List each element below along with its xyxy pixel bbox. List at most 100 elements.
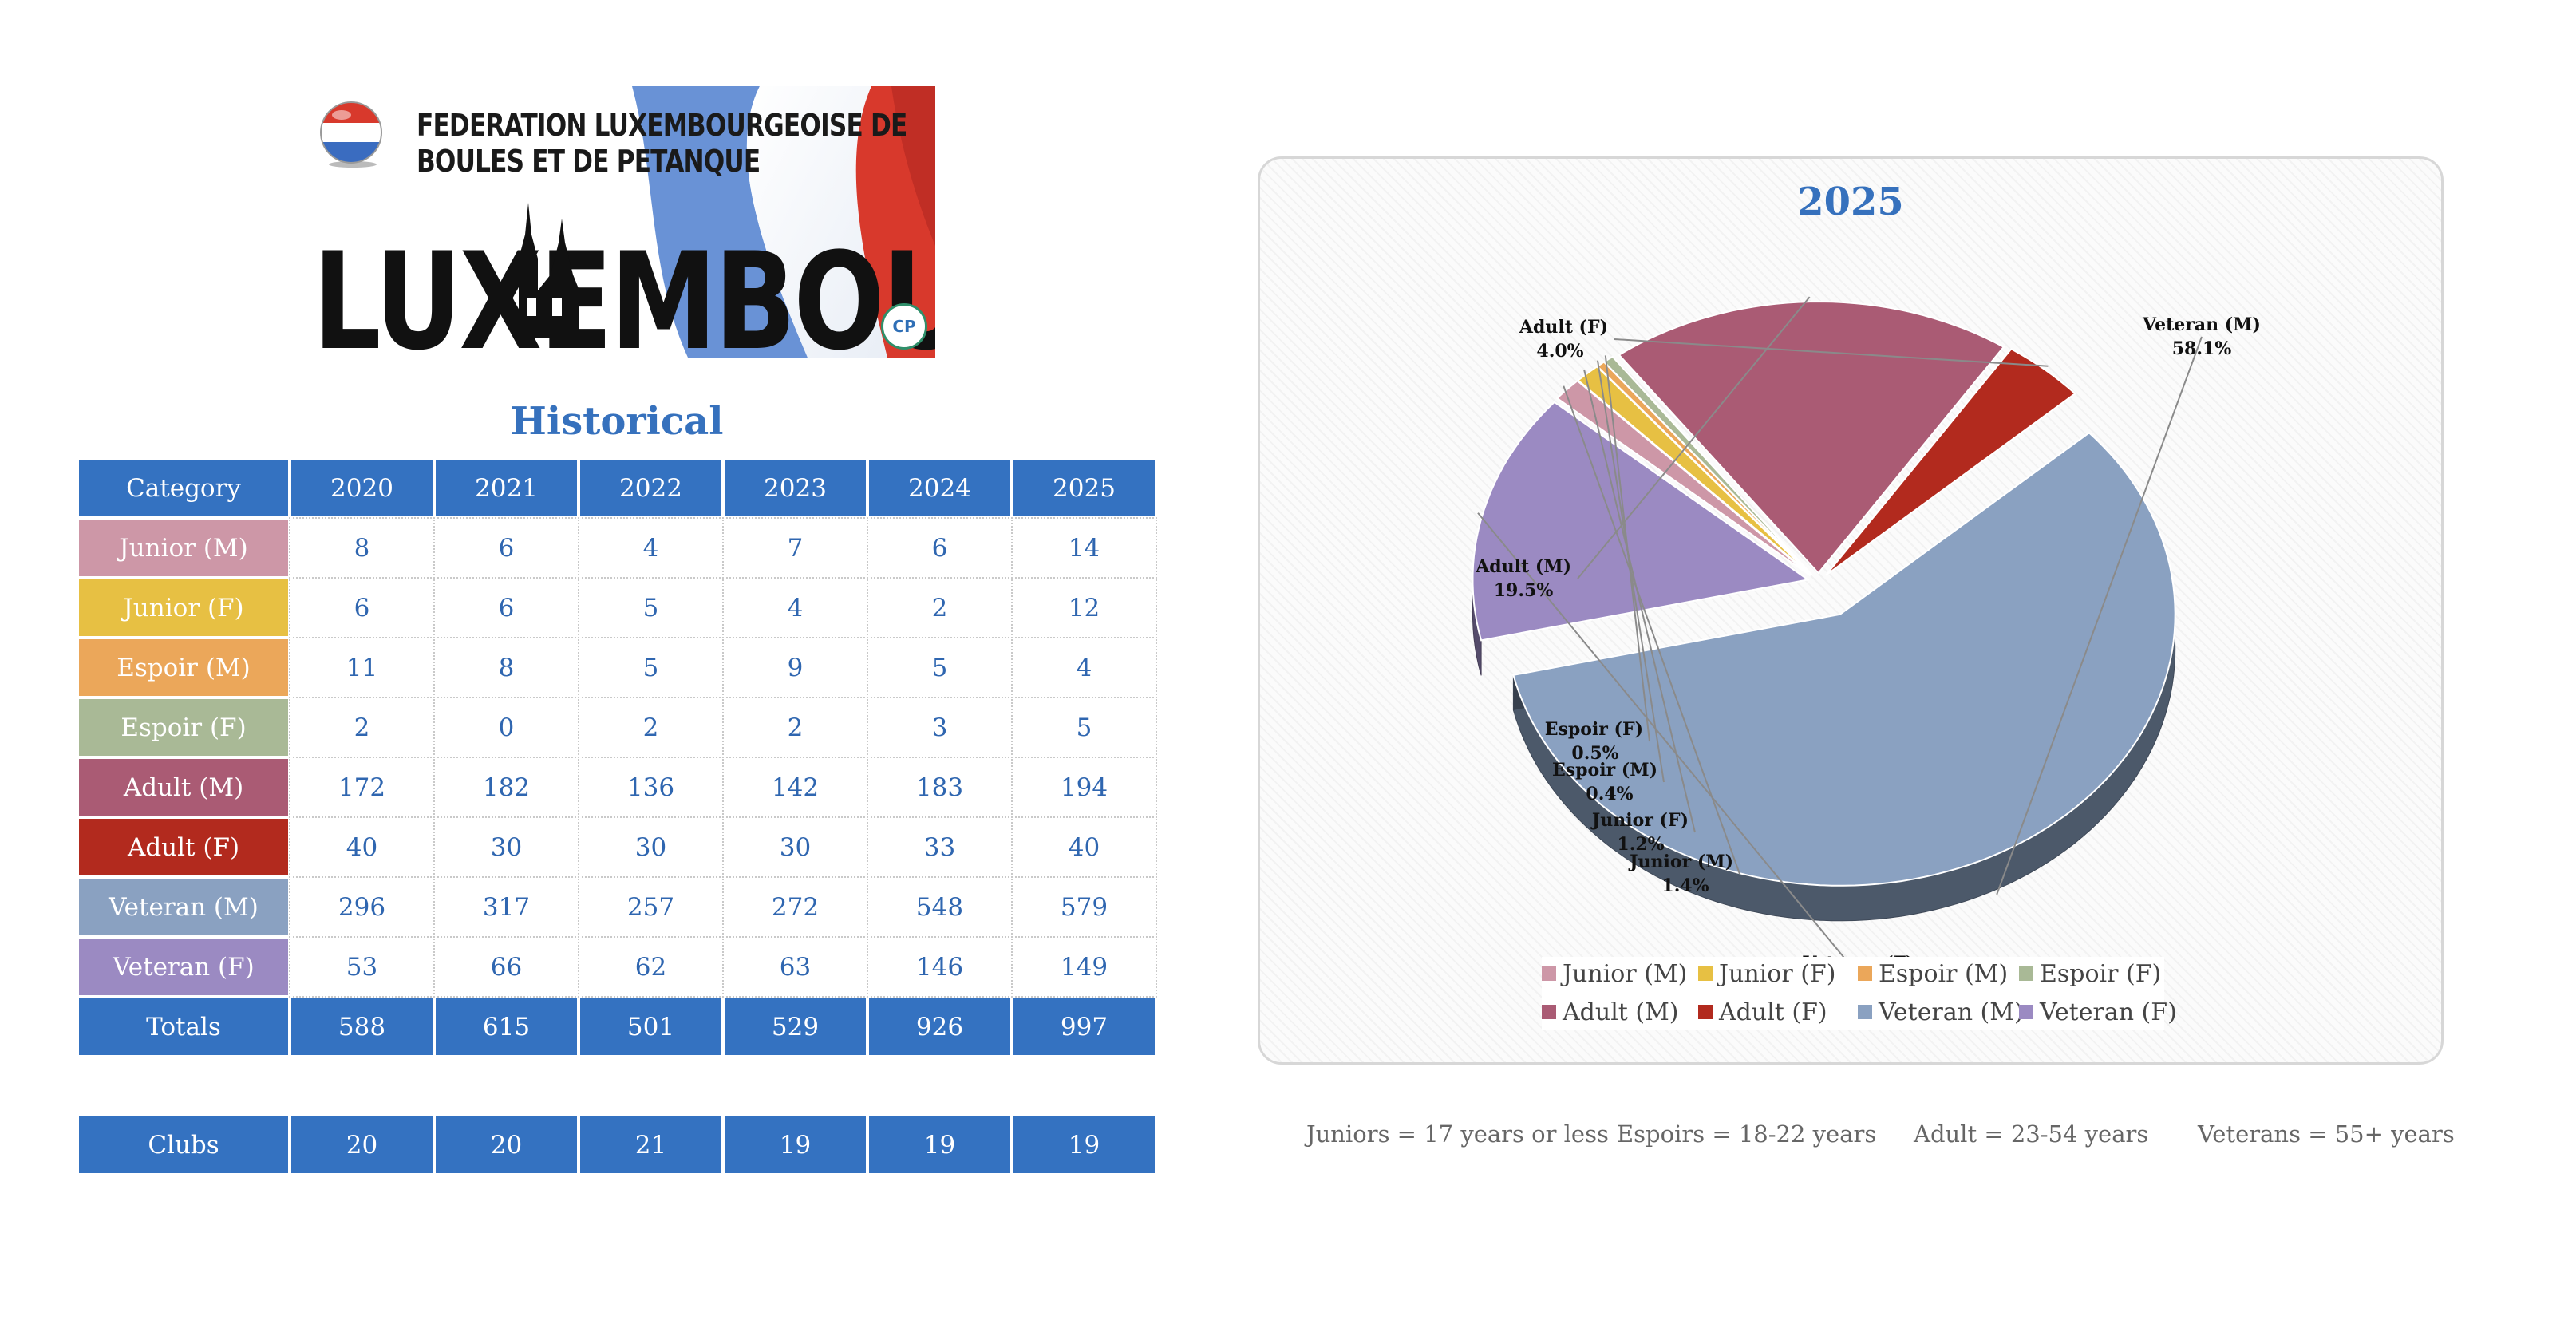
value-cell: 194 [1011,757,1157,818]
value-cell: 2 [867,577,1013,638]
legend-item: Junior (M) [1542,957,1687,992]
pie-slice-adult-f [1825,348,2076,576]
slice-label-name: Espoir (M) [1552,760,1657,781]
header-year: 2025 [1013,460,1155,516]
slice-label-name: Veteran (M) [2142,314,2261,335]
table-row: Adult (M) 172 182 136 142 183 194 [79,757,1157,818]
value-cell: 33 [867,816,1013,878]
legend-label: Espoir (F) [2040,960,2162,988]
value-cell: 4 [578,517,724,579]
legend-label: Junior (F) [1719,960,1836,988]
slice-label-name: Espoir (F) [1545,719,1643,740]
clubs-row: Clubs 20 20 21 19 19 19 [79,1116,1155,1173]
value-cell: 182 [433,757,579,818]
slice-label-name: Junior (M) [1628,852,1733,872]
table-row: Veteran (M) 296 317 257 272 548 579 [79,876,1157,938]
table-row: Veteran (F) 53 66 62 63 146 149 [79,936,1157,998]
header-year: 2021 [436,460,577,516]
totals-label: Totals [79,998,288,1055]
cp-badge: CP [881,303,927,350]
value-cell: 5 [867,637,1013,698]
value-cell: 5 [1011,697,1157,758]
slice-label-name: Adult (M) [1475,556,1571,577]
value-cell: 548 [867,876,1013,938]
slice-label-percent: 0.4% [1586,784,1633,804]
value-cell: 317 [433,876,579,938]
logo-text-line1: FEDERATION LUXEMBOURGEOISE DE [417,108,907,143]
slice-label-percent: 1.2% [1617,834,1664,855]
totals-value: 615 [436,998,577,1055]
leader-line [1614,338,2049,367]
value-cell: 53 [289,936,435,998]
category-cell: Junior (M) [79,520,288,576]
legend-swatch [1698,966,1713,981]
totals-value: 501 [580,998,721,1055]
value-cell: 579 [1011,876,1157,938]
clubs-value: 20 [436,1116,577,1173]
slice-label-percent: 4.0% [1536,341,1583,362]
value-cell: 40 [1011,816,1157,878]
header-category: Category [79,460,288,516]
value-cell: 296 [289,876,435,938]
value-cell: 30 [722,816,868,878]
totals-value: 529 [725,998,866,1055]
value-cell: 2 [578,697,724,758]
slice-label-name: Adult (F) [1519,317,1608,338]
leader-line [1583,370,1696,833]
chart-title: 2025 [1797,180,1904,224]
value-cell: 5 [578,577,724,638]
value-cell: 6 [867,517,1013,579]
value-cell: 2 [289,697,435,758]
logo-wordmark: LUXEMBOURG [313,223,935,358]
totals-value: 588 [291,998,433,1055]
age-note: Veterans = 55+ years [2198,1120,2455,1148]
cathedral-icon [519,203,579,338]
legend-item: Veteran (F) [2019,995,2177,1030]
category-cell: Veteran (F) [79,939,288,995]
slice-label-percent: 19.5% [1494,580,1554,601]
legend-label: Veteran (M) [1879,998,2024,1026]
slice-label-name: Junior (F) [1590,810,1689,831]
header-year: 2020 [291,460,433,516]
leader-line [1604,355,1650,742]
value-cell: 4 [1011,637,1157,698]
value-cell: 9 [722,637,868,698]
flag-wave-graphic [632,86,935,358]
pie-slice-espoir-f [1602,355,1813,575]
table-header-row: Category 2020 2021 2022 2023 2024 2025 [79,460,1155,516]
slice-label-percent: 0.5% [1571,743,1618,764]
table-row: Junior (M) 8 6 4 7 6 14 [79,517,1157,579]
clubs-value: 19 [725,1116,866,1173]
legend-label: Espoir (M) [1879,960,2009,988]
category-cell: Junior (F) [79,579,288,636]
legend-label: Adult (M) [1563,998,1679,1026]
value-cell: 8 [433,637,579,698]
legend-swatch [2019,966,2033,981]
logo-text-line2: BOULES ET DE PETANQUE [417,144,761,179]
pie-tops [1472,300,2176,887]
value-cell: 30 [578,816,724,878]
value-cell: 6 [433,517,579,579]
pie-slice-adult-m [1618,300,2005,575]
category-cell: Espoir (F) [79,699,288,756]
value-cell: 146 [867,936,1013,998]
table-row: Adult (F) 40 30 30 30 33 40 [79,816,1157,878]
value-cell: 183 [867,757,1013,818]
leader-line [1996,336,2203,895]
leader-line [1477,512,1859,976]
value-cell: 172 [289,757,435,818]
clubs-value: 19 [1013,1116,1155,1173]
table-row: Junior (F) 6 6 5 4 2 12 [79,577,1157,638]
value-cell: 2 [722,697,868,758]
legend-item: Espoir (M) [1858,957,2008,992]
pie-chart-panel: 2025 Veteran (M)58.1%Veteran (F)14.9%Jun… [1258,156,2444,1065]
header-year: 2023 [725,460,866,516]
header-year: 2024 [869,460,1010,516]
age-note: Adult = 23-54 years [1914,1120,2149,1148]
value-cell: 272 [722,876,868,938]
legend-item: Adult (F) [1698,995,1827,1030]
value-cell: 3 [867,697,1013,758]
legend-label: Veteran (F) [2040,998,2177,1026]
leader-line [1577,296,1811,579]
legend-item: Junior (F) [1698,957,1835,992]
